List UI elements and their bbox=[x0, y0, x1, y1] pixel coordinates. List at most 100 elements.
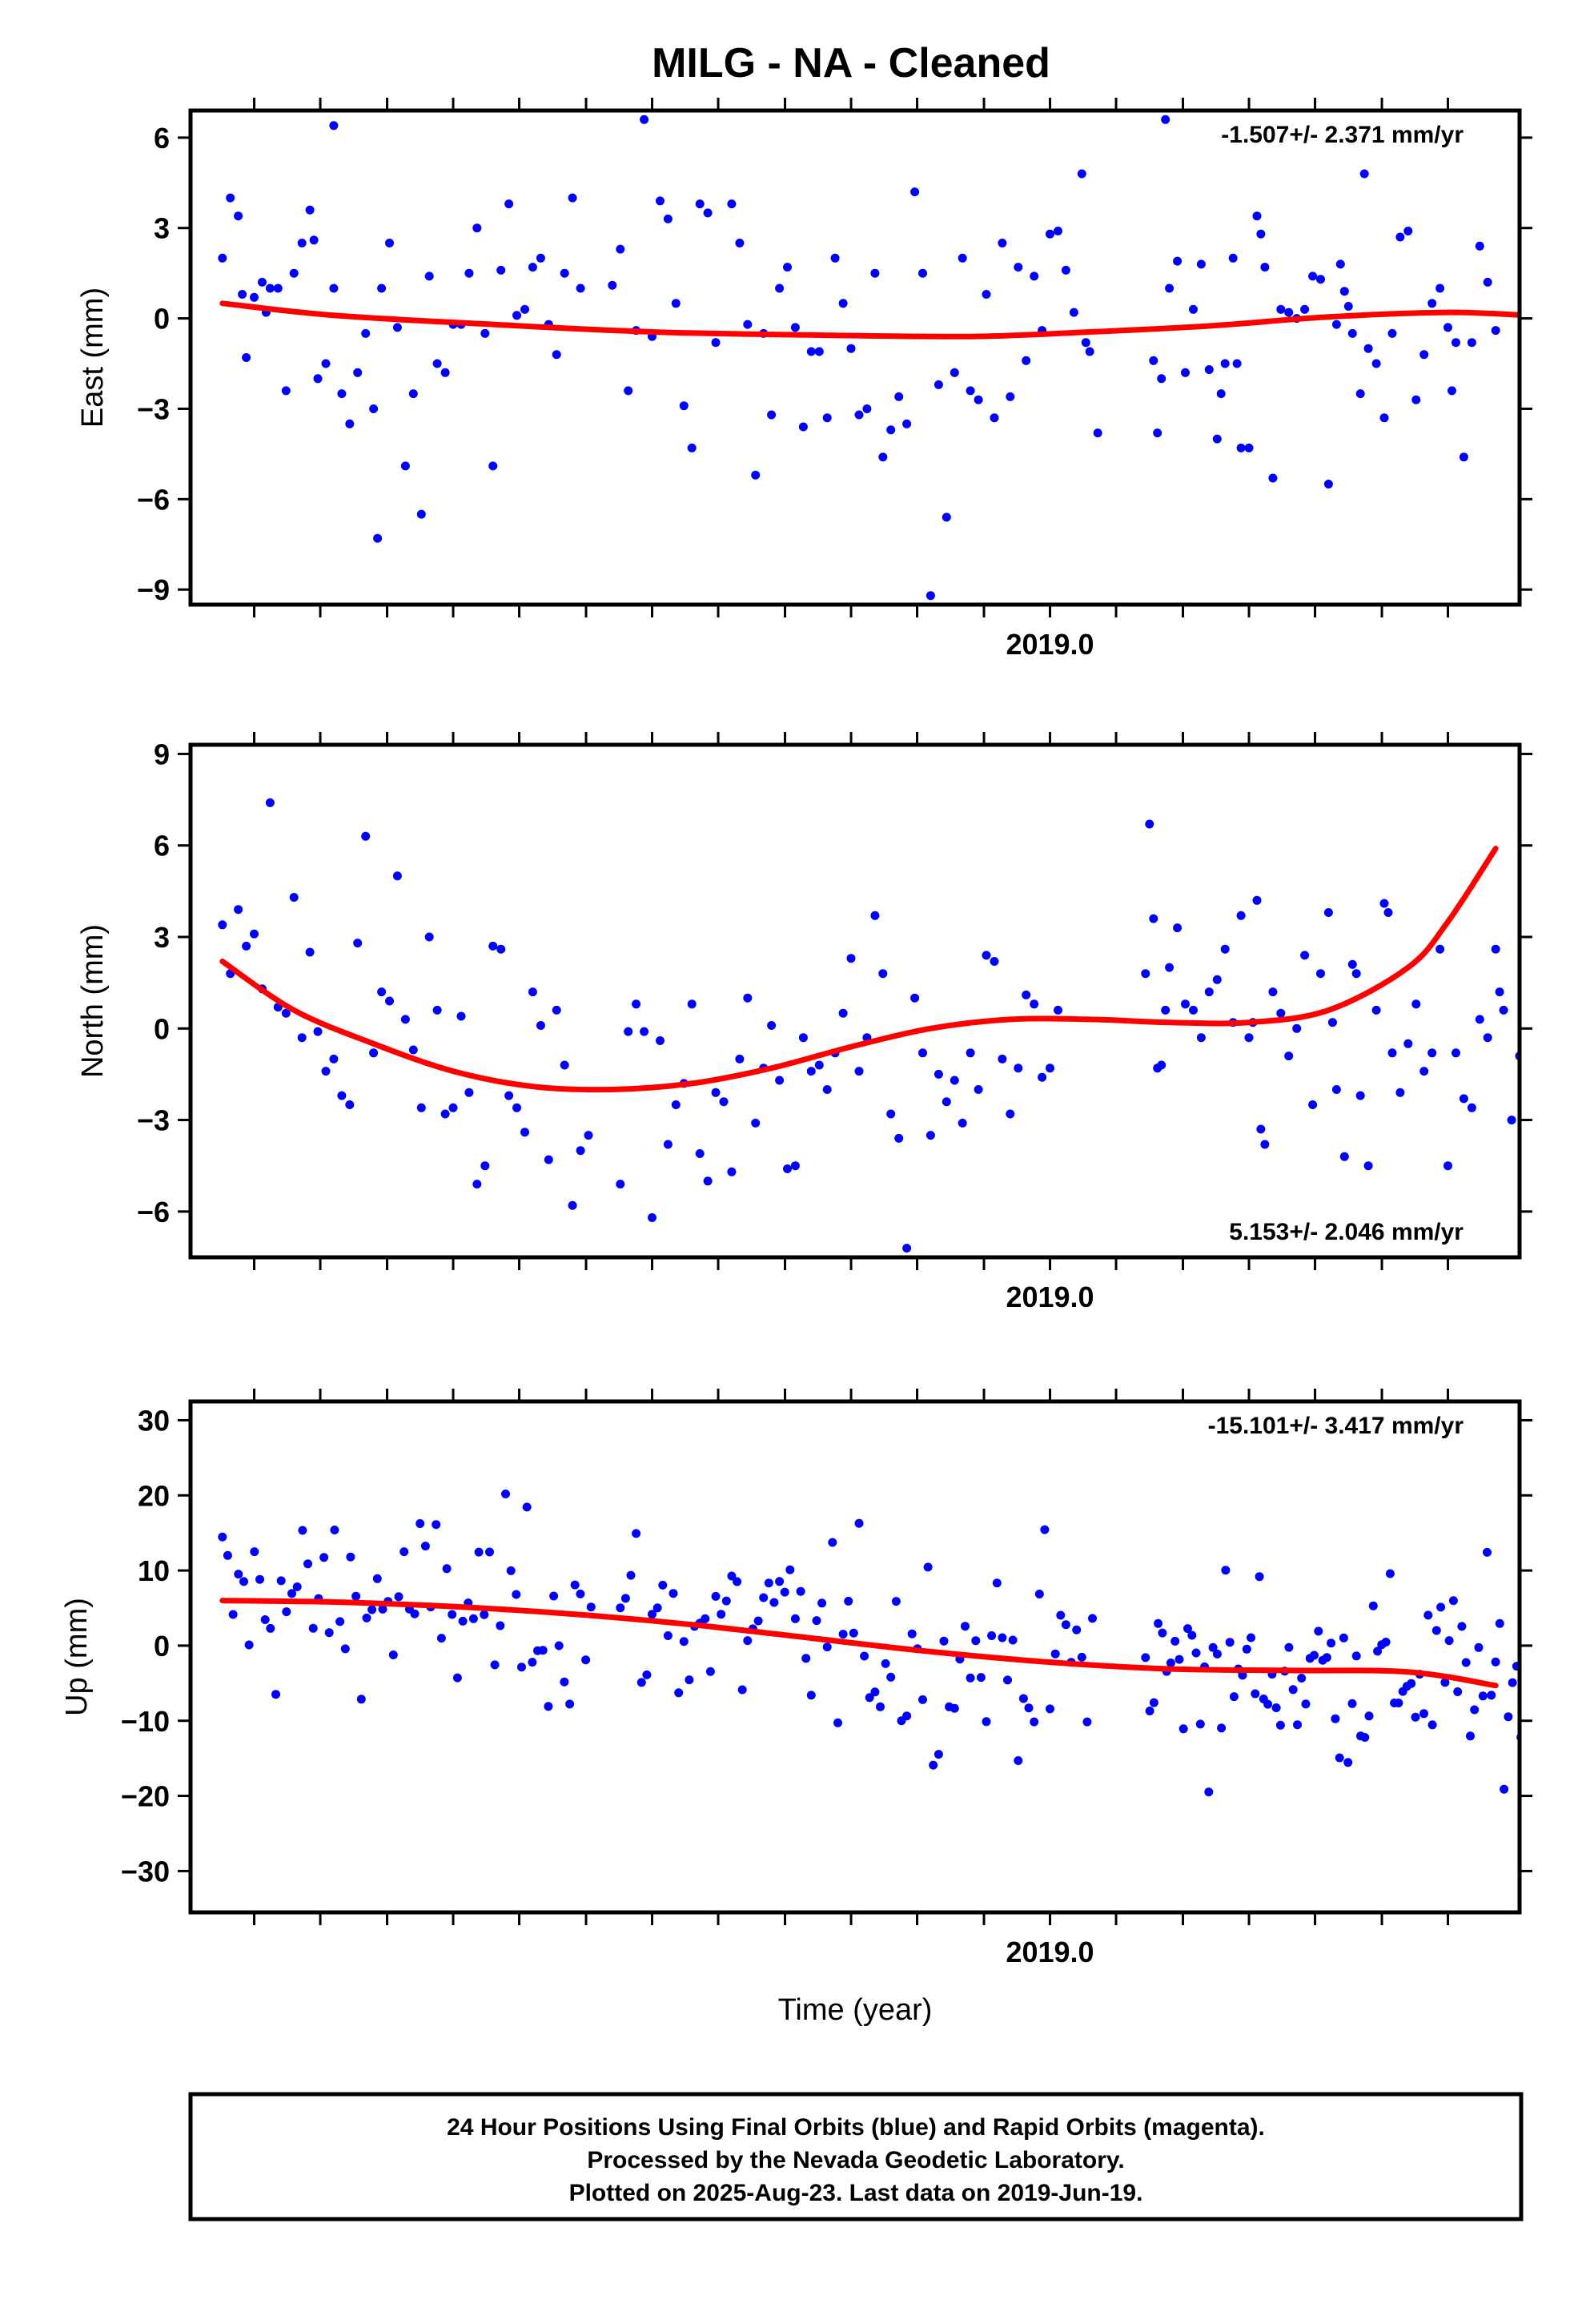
north-point bbox=[544, 1155, 553, 1164]
east-point bbox=[616, 244, 625, 254]
east-point bbox=[1379, 413, 1389, 423]
footer-box: 24 Hour Positions Using Final Orbits (bl… bbox=[188, 2092, 1524, 2221]
up-point bbox=[648, 1610, 656, 1619]
east-point bbox=[982, 290, 991, 299]
north-point bbox=[361, 831, 371, 841]
up-point bbox=[1288, 1685, 1298, 1695]
east-points bbox=[218, 115, 1500, 601]
north-point bbox=[1145, 819, 1154, 829]
up-point bbox=[1046, 1704, 1054, 1714]
up-point bbox=[330, 1526, 339, 1534]
up-point bbox=[1187, 1630, 1197, 1640]
north-point bbox=[1363, 1161, 1373, 1171]
north-point bbox=[345, 1100, 355, 1109]
up-point bbox=[538, 1646, 548, 1655]
up-point bbox=[452, 1673, 462, 1683]
north-point bbox=[695, 1149, 705, 1158]
east-point bbox=[560, 268, 569, 278]
north-point bbox=[1006, 1109, 1015, 1119]
up-point bbox=[1204, 1787, 1214, 1797]
up-point bbox=[796, 1586, 805, 1596]
north-point bbox=[1507, 1116, 1516, 1125]
up-point bbox=[544, 1702, 553, 1711]
east-point bbox=[337, 389, 347, 399]
north-point bbox=[1046, 1063, 1054, 1073]
north-point bbox=[242, 941, 251, 951]
north-point bbox=[432, 1005, 442, 1015]
up-point bbox=[1542, 1697, 1551, 1706]
north-point bbox=[1475, 1015, 1484, 1024]
east-point bbox=[1022, 356, 1031, 365]
east-point bbox=[854, 410, 864, 420]
up-point bbox=[865, 1693, 874, 1703]
north-point bbox=[1030, 999, 1039, 1009]
north-point bbox=[886, 1109, 896, 1119]
east-point bbox=[1411, 395, 1421, 404]
east-point bbox=[1331, 320, 1341, 329]
up-ytick-label: −20 bbox=[121, 1780, 170, 1813]
north-point bbox=[1236, 911, 1246, 920]
up-point bbox=[394, 1592, 404, 1602]
up-point bbox=[410, 1609, 420, 1618]
east-point bbox=[1323, 480, 1333, 489]
north-point bbox=[1165, 963, 1174, 972]
up-point bbox=[1508, 1678, 1517, 1687]
east-rate-label: -1.507+/- 2.371 mm/yr bbox=[1221, 122, 1464, 148]
up-point bbox=[356, 1695, 366, 1704]
up-point bbox=[442, 1564, 452, 1574]
north-point bbox=[313, 1027, 323, 1036]
up-point bbox=[1030, 1717, 1039, 1727]
up-point bbox=[436, 1634, 446, 1643]
up-ytick-label: 30 bbox=[138, 1404, 170, 1437]
up-point bbox=[785, 1565, 795, 1574]
up-point bbox=[1529, 1743, 1538, 1751]
up-point bbox=[705, 1667, 715, 1676]
up-point bbox=[711, 1591, 721, 1601]
east-point bbox=[910, 187, 920, 197]
east-point bbox=[1363, 344, 1373, 353]
north-point bbox=[783, 1164, 792, 1173]
east-point bbox=[281, 386, 291, 396]
north-point bbox=[1149, 914, 1158, 923]
east-point bbox=[1467, 338, 1476, 348]
up-point bbox=[769, 1598, 779, 1607]
up-ytick-label: 0 bbox=[154, 1630, 170, 1663]
east-point bbox=[1316, 275, 1325, 284]
up-point bbox=[1457, 1622, 1467, 1631]
east-point bbox=[1244, 443, 1254, 452]
east-point bbox=[624, 386, 633, 396]
east-point bbox=[385, 239, 394, 247]
north-point bbox=[496, 944, 506, 954]
footer-line-1: 24 Hour Positions Using Final Orbits (bl… bbox=[447, 2114, 1265, 2141]
up-point bbox=[490, 1660, 500, 1670]
north-point bbox=[265, 798, 275, 807]
east-point bbox=[297, 239, 307, 247]
up-point bbox=[480, 1610, 489, 1619]
up-point bbox=[886, 1672, 896, 1682]
up-point bbox=[1166, 1659, 1175, 1667]
up-point bbox=[806, 1691, 816, 1700]
north-point bbox=[385, 996, 394, 1006]
up-point bbox=[1343, 1758, 1353, 1767]
east-point bbox=[1260, 263, 1270, 272]
north-point bbox=[1054, 1005, 1062, 1015]
up-point bbox=[474, 1547, 484, 1557]
east-point bbox=[1300, 304, 1310, 314]
east-point bbox=[377, 283, 387, 293]
east-point bbox=[751, 470, 761, 480]
east-point bbox=[1491, 326, 1500, 336]
north-point bbox=[1459, 1094, 1468, 1104]
east-point bbox=[1276, 304, 1286, 314]
east-point bbox=[902, 419, 912, 428]
east-point bbox=[329, 283, 339, 293]
up-point bbox=[876, 1702, 885, 1711]
east-point bbox=[1085, 347, 1094, 356]
up-point bbox=[1550, 1687, 1559, 1695]
up-point bbox=[976, 1673, 986, 1683]
east-point bbox=[512, 311, 521, 320]
east-point bbox=[878, 452, 888, 462]
north-point bbox=[456, 1011, 466, 1021]
east-point bbox=[576, 283, 585, 293]
up-point bbox=[1483, 1547, 1492, 1557]
up-point bbox=[1238, 1671, 1247, 1680]
